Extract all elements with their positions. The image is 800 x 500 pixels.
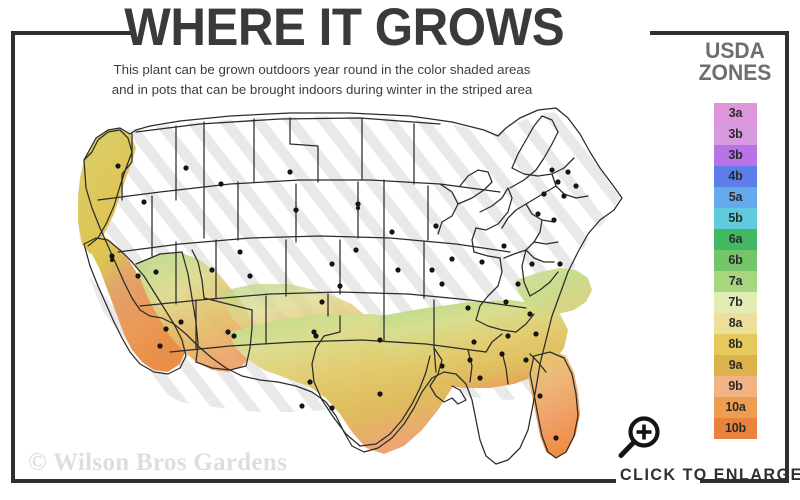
usda-zones-legend[interactable]: 3a 3b 3b 4b 5a 5b 6a 6b 7a 7b 8a 8b 9a 9b 10a 10b	[714, 103, 757, 439]
subtitle-line-1: This plant can be grown outdoors year ro…	[113, 62, 531, 77]
frame-left-segment	[11, 31, 15, 483]
legend-swatch-9a-12[interactable]: 9a	[714, 355, 757, 376]
legend-title: USDA ZONES	[681, 40, 789, 84]
map-state-outlines	[83, 107, 623, 465]
legend-swatch-8b-11[interactable]: 8b	[714, 334, 757, 355]
legend-swatch-10b-15[interactable]: 10b	[714, 418, 757, 439]
legend-swatch-9b-13[interactable]: 9b	[714, 376, 757, 397]
magnifier-plus-icon[interactable]	[616, 416, 662, 460]
legend-swatch-5b-5[interactable]: 5b	[714, 208, 757, 229]
click-to-enlarge-label[interactable]: CLICK TO ENLARGE	[620, 466, 800, 484]
subtitle-block: This plant can be grown outdoors year ro…	[22, 60, 622, 99]
legend-swatch-7a-8[interactable]: 7a	[714, 271, 757, 292]
frame-right-segment	[785, 31, 789, 483]
legend-swatch-6a-6[interactable]: 6a	[714, 229, 757, 250]
legend-swatch-7b-9[interactable]: 7b	[714, 292, 757, 313]
frame-bottom-right-segment	[700, 479, 789, 483]
legend-swatch-3a-0[interactable]: 3a	[714, 103, 757, 124]
legend-title-line-1: USDA	[705, 38, 765, 63]
watermark-credit: © Wilson Bros Gardens	[28, 449, 288, 476]
frame-bottom-left-segment	[11, 479, 616, 483]
map-city-dots	[109, 163, 579, 441]
legend-title-line-2: ZONES	[698, 60, 772, 85]
frame-top-left-segment	[11, 31, 131, 35]
legend-swatch-5a-4[interactable]: 5a	[714, 187, 757, 208]
legend-swatch-6b-7[interactable]: 6b	[714, 250, 757, 271]
legend-swatch-3b-1[interactable]: 3b	[714, 124, 757, 145]
legend-swatch-3b-2[interactable]: 3b	[714, 145, 757, 166]
page-title: WHERE IT GROWS	[124, 0, 565, 57]
legend-swatch-8a-10[interactable]: 8a	[714, 313, 757, 334]
legend-swatch-4b-3[interactable]: 4b	[714, 166, 757, 187]
frame-top-right-segment	[650, 31, 789, 35]
legend-swatch-10a-14[interactable]: 10a	[714, 397, 757, 418]
usda-hardiness-zone-map[interactable]	[40, 104, 632, 470]
subtitle-line-2: and in pots that can be brought indoors …	[111, 81, 533, 97]
